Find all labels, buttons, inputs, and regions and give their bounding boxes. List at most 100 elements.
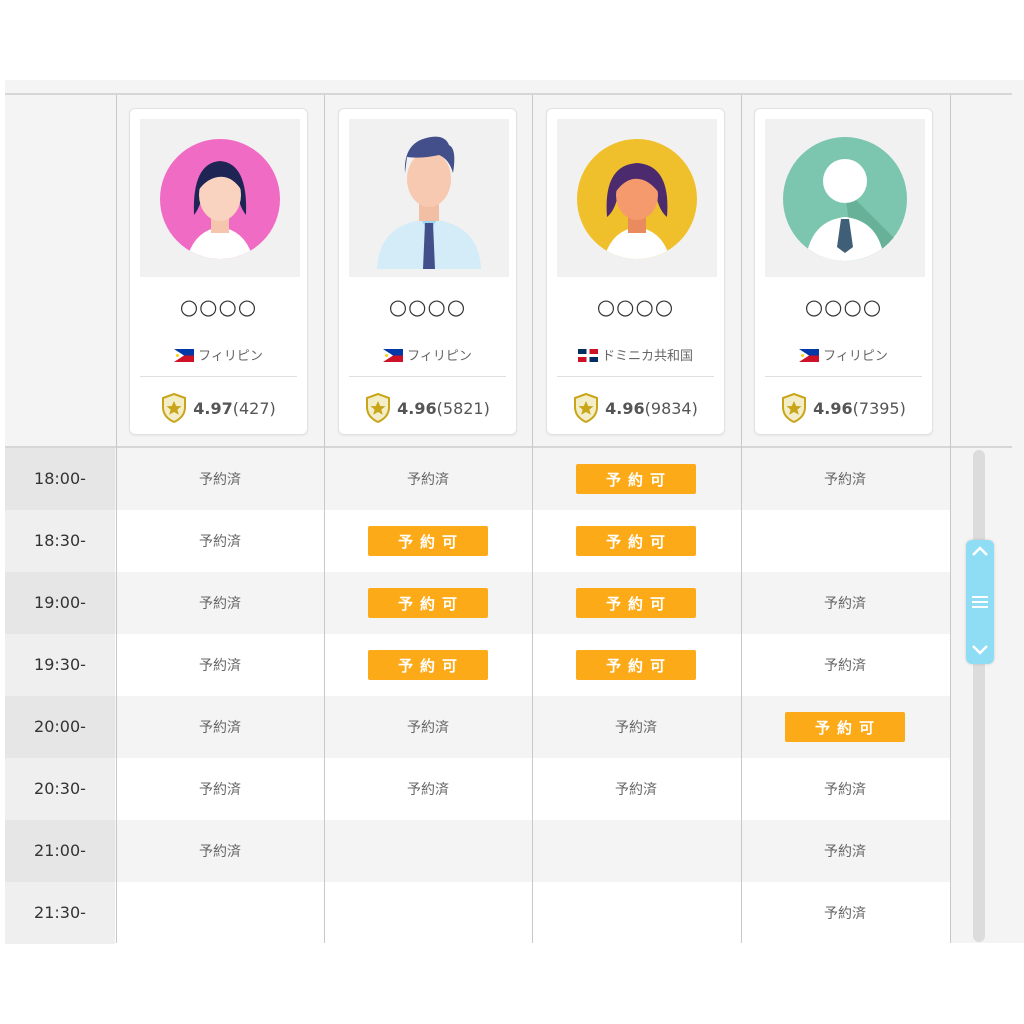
schedule-row: 19:30- 予約済 予約可 予約可 予約済 <box>5 634 950 696</box>
schedule-cell: 予約済 <box>116 634 324 696</box>
shield-star-icon <box>781 393 813 423</box>
scrollbar-thumb[interactable] <box>966 540 994 664</box>
tutor-name[interactable]: ○○○○ <box>179 295 258 319</box>
booked-status: 予約済 <box>824 906 866 922</box>
review-count: (427) <box>232 399 276 418</box>
philippines-flag-icon <box>174 349 198 364</box>
rating-score: 4.96 <box>605 399 645 418</box>
tutor-card[interactable]: ○○○○ ドミニカ共和国 4.96(9834) <box>546 108 725 435</box>
shield-star-icon <box>161 393 193 423</box>
schedule-cell: 予約済 <box>741 572 949 634</box>
schedule-cell: 予約済 <box>116 510 324 572</box>
booked-status: 予約済 <box>199 658 241 674</box>
schedule-cell <box>532 882 740 944</box>
tutor-card[interactable]: ○○○○ フィリピン 4.96(7395) <box>754 108 933 435</box>
schedule-row: 21:30- 予約済 <box>5 882 950 944</box>
schedule-cell: 予約済 <box>532 696 740 758</box>
schedule-cell: 予約済 <box>741 448 949 510</box>
column-divider <box>324 95 325 943</box>
schedule-cell: 予約可 <box>741 696 949 758</box>
schedule-cell <box>324 820 532 882</box>
card-divider <box>557 376 714 377</box>
schedule-cell <box>532 820 740 882</box>
tutor-name[interactable]: ○○○○ <box>804 295 883 319</box>
schedule-row: 18:30- 予約済 予約可 予約可 <box>5 510 950 572</box>
time-label: 19:30- <box>5 634 115 696</box>
rating-score: 4.96 <box>813 399 853 418</box>
tutor-rating: 4.96(7395) <box>755 393 932 423</box>
booked-status: 予約済 <box>199 844 241 860</box>
tutor-card[interactable]: ○○○○ フィリピン 4.96(5821) <box>338 108 517 435</box>
tutor-avatar[interactable] <box>557 119 717 277</box>
booked-status: 予約済 <box>199 782 241 798</box>
reserve-button[interactable]: 予約可 <box>576 588 696 618</box>
schedule-cell: 予約可 <box>324 572 532 634</box>
tutor-card[interactable]: ○○○○ フィリピン 4.97(427) <box>129 108 308 435</box>
schedule-cell: 予約済 <box>116 758 324 820</box>
time-label: 20:00- <box>5 696 115 758</box>
schedule-cell: 予約済 <box>741 820 949 882</box>
schedule-cell: 予約済 <box>741 758 949 820</box>
reserve-button[interactable]: 予約可 <box>785 712 905 742</box>
rating-score: 4.96 <box>397 399 437 418</box>
shield-star-icon <box>365 393 397 423</box>
rating-score: 4.97 <box>193 399 233 418</box>
reserve-button[interactable]: 予約可 <box>576 526 696 556</box>
header-top-border <box>5 93 1012 95</box>
schedule-cell: 予約済 <box>324 448 532 510</box>
tutor-avatar[interactable] <box>349 119 509 277</box>
reserve-button[interactable]: 予約可 <box>368 526 488 556</box>
booked-status: 予約済 <box>199 720 241 736</box>
reserve-button[interactable]: 予約可 <box>576 464 696 494</box>
time-label: 18:00- <box>5 448 115 510</box>
booked-status: 予約済 <box>824 658 866 674</box>
schedule-cell: 予約可 <box>532 510 740 572</box>
shield-star-icon <box>573 393 605 423</box>
booked-status: 予約済 <box>199 472 241 488</box>
schedule-row: 19:00- 予約済 予約可 予約可 予約済 <box>5 572 950 634</box>
tutor-rating: 4.97(427) <box>130 393 307 423</box>
reserve-button[interactable]: 予約可 <box>368 588 488 618</box>
booked-status: 予約済 <box>824 844 866 860</box>
booked-status: 予約済 <box>615 782 657 798</box>
schedule-cell: 予約済 <box>116 448 324 510</box>
header-bottom-border <box>5 446 1012 448</box>
tutor-avatar[interactable] <box>765 119 925 277</box>
schedule-row: 20:30- 予約済 予約済 予約済 予約済 <box>5 758 950 820</box>
column-divider <box>116 95 117 943</box>
review-count: (7395) <box>852 399 906 418</box>
reserve-button[interactable]: 予約可 <box>576 650 696 680</box>
country-label: フィリピン <box>198 349 263 364</box>
schedule-cell: 予約済 <box>324 696 532 758</box>
tutor-rating: 4.96(5821) <box>339 393 516 423</box>
country-label: フィリピン <box>823 349 888 364</box>
country-label: フィリピン <box>407 349 472 364</box>
scrollbar-track[interactable] <box>973 450 985 942</box>
tutor-country: ドミニカ共和国 <box>547 345 724 364</box>
chevron-up-icon[interactable] <box>966 542 994 567</box>
tutor-country: フィリピン <box>130 345 307 364</box>
booked-status: 予約済 <box>199 596 241 612</box>
philippines-flag-icon <box>383 349 407 364</box>
country-label: ドミニカ共和国 <box>601 349 693 364</box>
schedule-cell <box>741 510 949 572</box>
tutor-country: フィリピン <box>339 345 516 364</box>
booked-status: 予約済 <box>824 596 866 612</box>
schedule-row: 21:00- 予約済 予約済 <box>5 820 950 882</box>
schedule-row: 18:00- 予約済 予約済 予約可 予約済 <box>5 448 950 510</box>
card-divider <box>349 376 506 377</box>
philippines-flag-icon <box>799 349 823 364</box>
booked-status: 予約済 <box>199 534 241 550</box>
tutor-name[interactable]: ○○○○ <box>596 295 675 319</box>
schedule-cell: 予約済 <box>116 696 324 758</box>
column-divider <box>532 95 533 943</box>
column-divider <box>950 95 951 943</box>
schedule-cell: 予約済 <box>324 758 532 820</box>
tutor-avatar[interactable] <box>140 119 300 277</box>
reserve-button[interactable]: 予約可 <box>368 650 488 680</box>
time-label: 21:30- <box>5 882 115 944</box>
tutor-name[interactable]: ○○○○ <box>388 295 467 319</box>
schedule-row: 20:00- 予約済 予約済 予約済 予約可 <box>5 696 950 758</box>
time-label: 20:30- <box>5 758 115 820</box>
chevron-down-icon[interactable] <box>966 640 994 665</box>
